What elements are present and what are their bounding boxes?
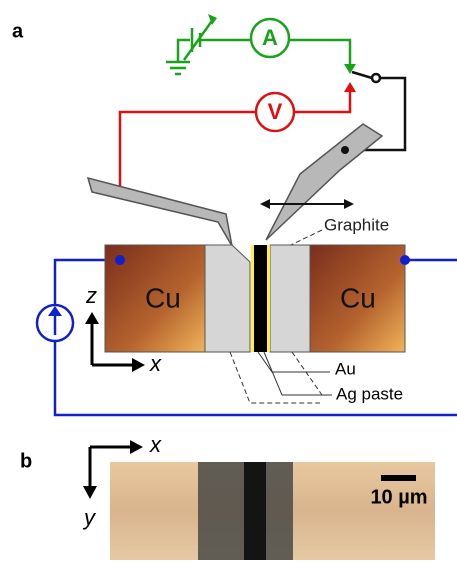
arrowhead: [83, 486, 97, 499]
ag-paste: [205, 245, 250, 352]
left-probe: [88, 178, 232, 246]
arrowhead: [132, 358, 145, 372]
axis-label: x: [149, 351, 162, 376]
arrowhead: [344, 82, 356, 92]
voltmeter-label: V: [268, 99, 283, 124]
graphite-label: Graphite: [324, 215, 389, 234]
axis-label: x: [149, 432, 162, 457]
panel-label: a: [12, 20, 24, 42]
cu-label: Cu: [145, 282, 181, 313]
scale-bar: [381, 475, 416, 481]
micrograph-graphite: [244, 462, 266, 560]
cu-label: Cu: [340, 282, 376, 313]
contact: [341, 146, 349, 154]
green-circuit: [166, 18, 350, 74]
arrowhead: [260, 199, 270, 209]
leaders: [230, 352, 332, 403]
arrowhead: [85, 312, 99, 324]
arrowhead: [344, 199, 354, 209]
ag-paste: [270, 245, 310, 352]
arrowhead: [130, 440, 143, 454]
contact: [115, 255, 125, 265]
page: a A V Graphite: [0, 0, 457, 565]
figure: a A V Graphite: [0, 0, 457, 565]
axis-label: z: [85, 283, 97, 308]
contact: [400, 255, 410, 265]
ag-paste-label: Ag paste: [336, 384, 403, 403]
ammeter-label: A: [262, 25, 278, 50]
scale-label: 10 µm: [370, 486, 427, 508]
axis-label: y: [82, 505, 97, 530]
graphite: [254, 245, 267, 352]
panel-label: b: [20, 450, 32, 472]
au-label: Au: [335, 359, 356, 378]
